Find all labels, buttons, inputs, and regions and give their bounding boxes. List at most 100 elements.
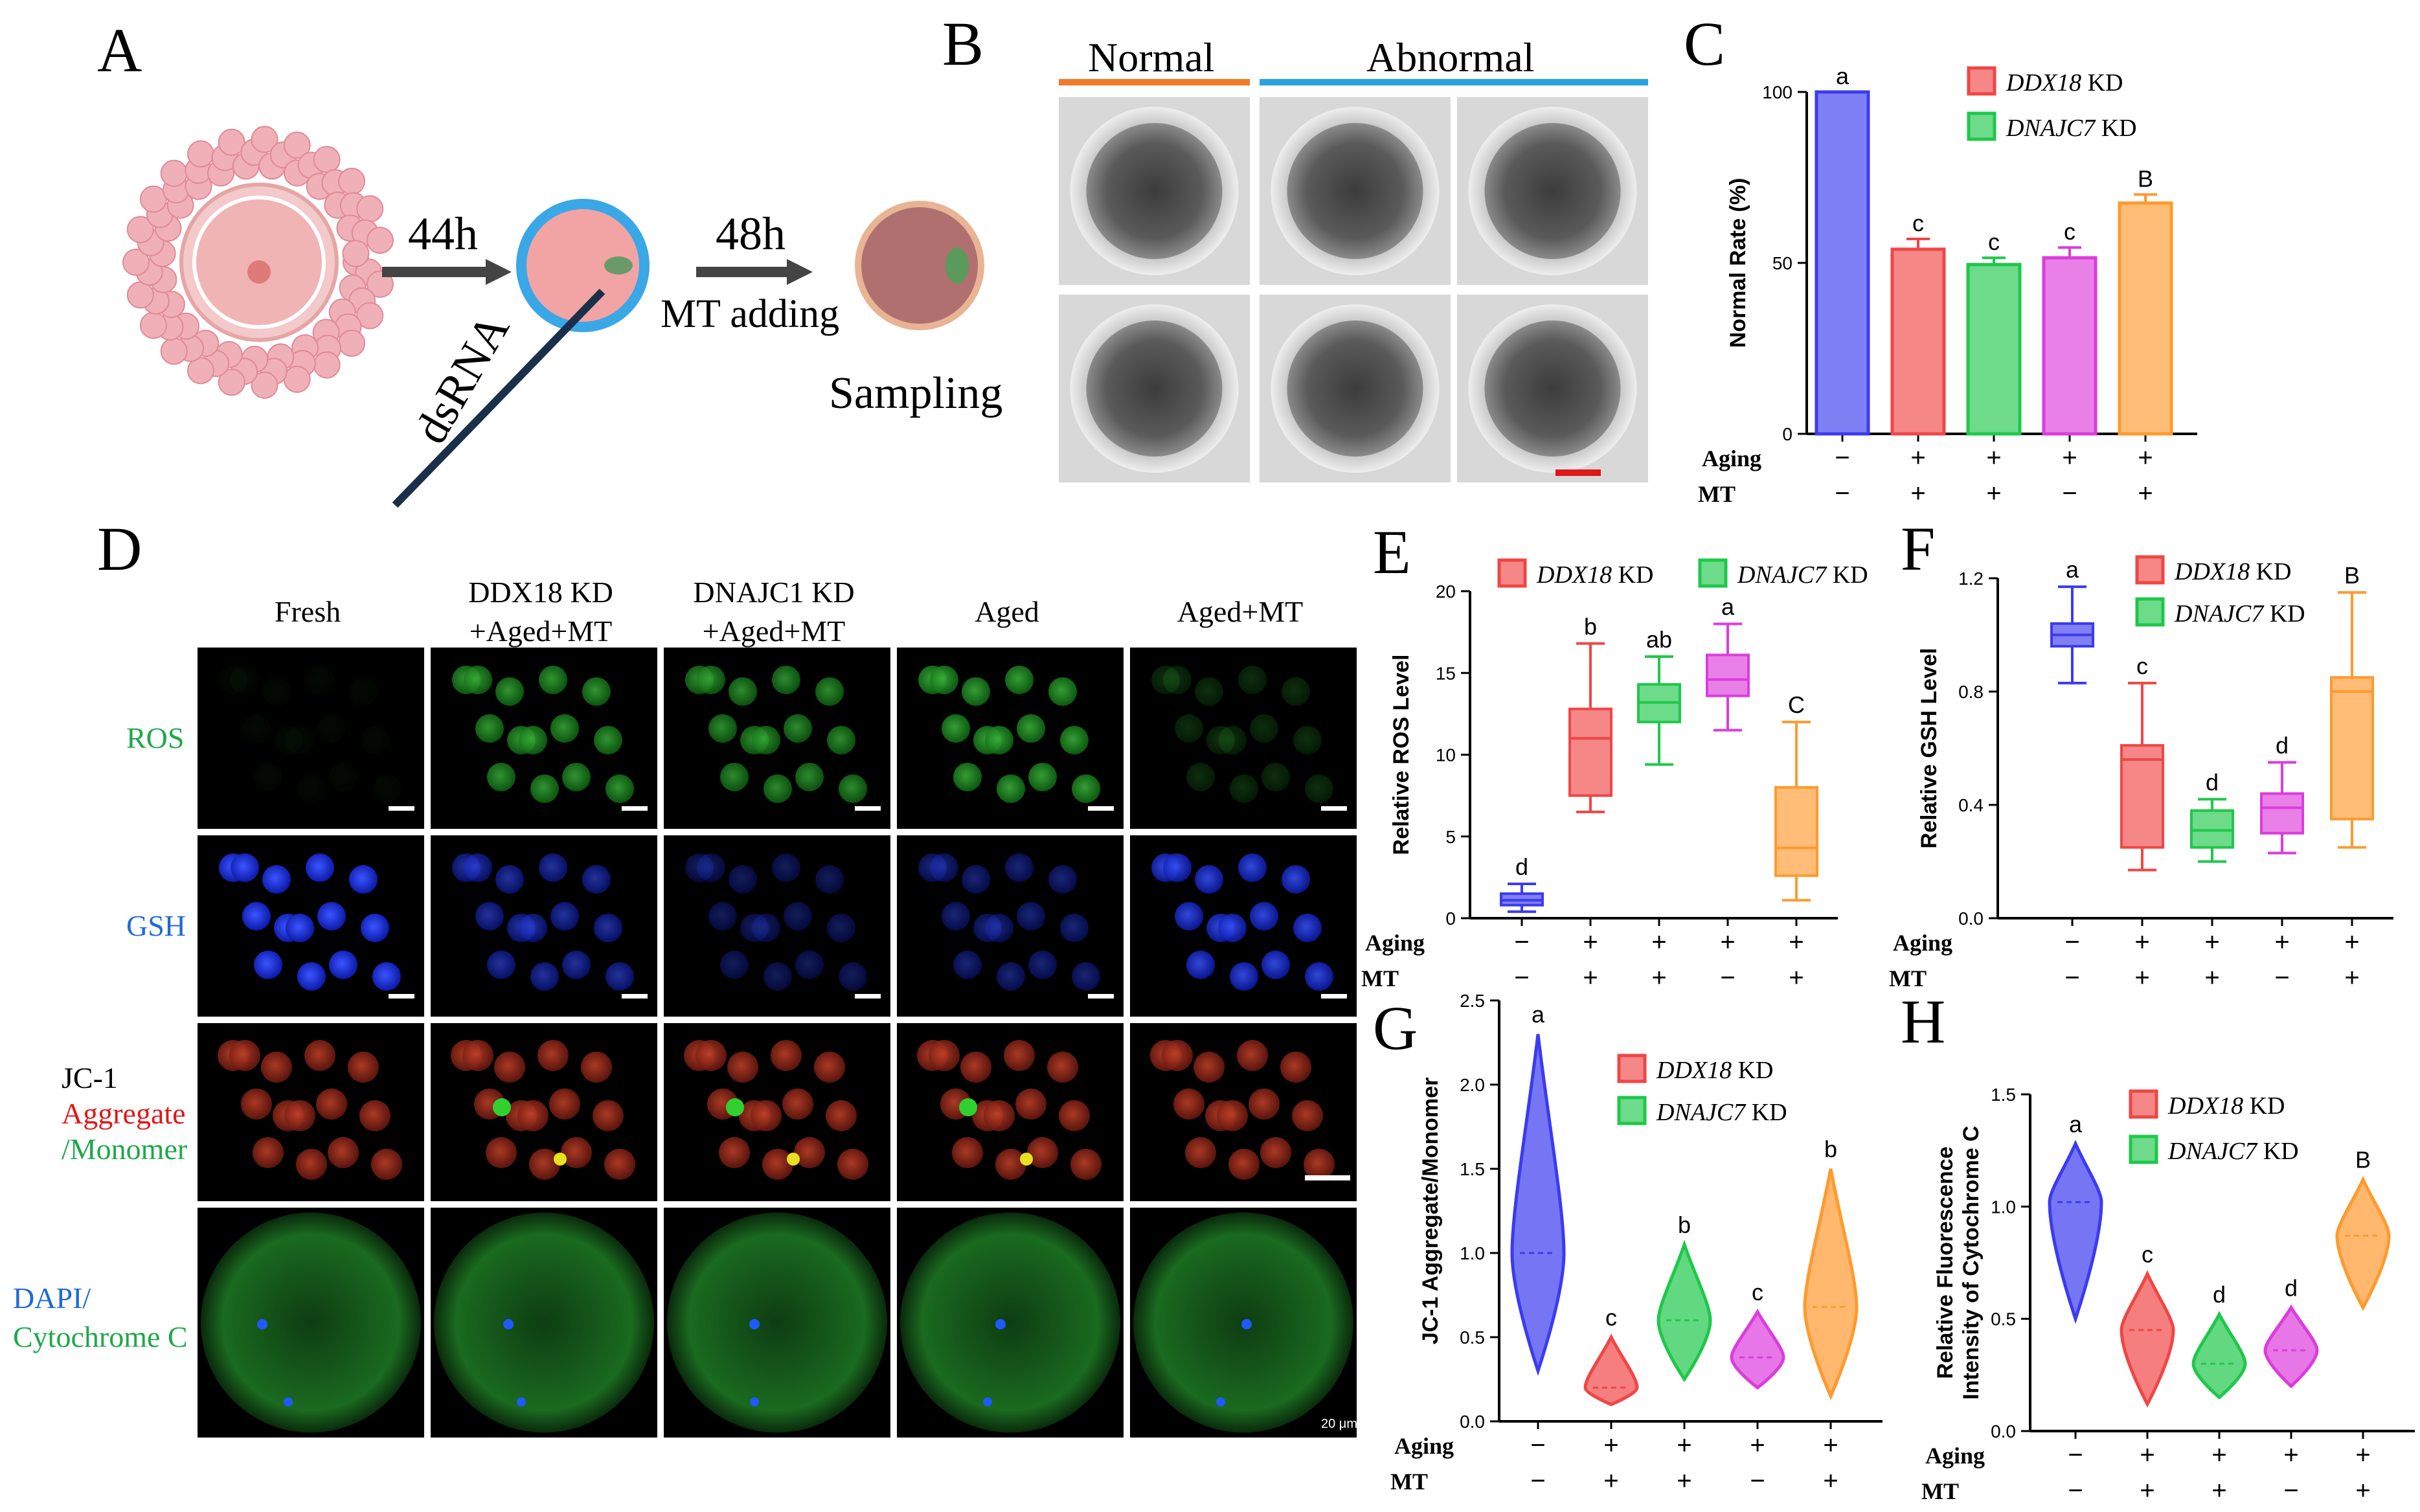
oocyte-dot	[1017, 714, 1045, 743]
oocyte-dot	[537, 1040, 569, 1071]
oocyte-dot	[1260, 1137, 1291, 1168]
aging-sign: +	[2138, 444, 2153, 472]
oocyte-dot	[772, 666, 800, 694]
oocyte-dot	[582, 865, 611, 894]
cumulus-cell	[187, 357, 214, 385]
mt-row-label: MT	[1889, 965, 1927, 991]
mt-sign: +	[1823, 1467, 1838, 1495]
column-header-sub: +Aged+MT	[703, 615, 846, 648]
cumulus-cell	[366, 227, 394, 254]
panel-label-d: D	[97, 514, 142, 583]
scale-bar	[1321, 994, 1347, 999]
oocyte-dot	[827, 726, 855, 754]
scale-label: 20 μm	[1321, 1417, 1357, 1431]
mt-sign: −	[1720, 964, 1735, 992]
violin	[1803, 1168, 1859, 1401]
oocyte-dot	[1027, 1137, 1058, 1168]
monomer-dot	[959, 1098, 977, 1116]
cumulus-cell	[218, 128, 245, 156]
tick-label: 0.0	[1991, 1421, 2016, 1441]
scale-bar	[622, 994, 648, 999]
oocyte-dot	[1162, 1040, 1193, 1071]
oocyte-dot	[930, 853, 958, 882]
oocyte-dot	[475, 902, 504, 931]
oocyte-dot	[317, 714, 346, 743]
oocyte-cytochrome	[667, 1212, 887, 1433]
oocyte-dot	[794, 1137, 825, 1168]
oocyte-dot	[605, 962, 634, 991]
oocyte-dot	[1228, 1149, 1260, 1180]
mt-sign: −	[2068, 1476, 2083, 1505]
aging-sign: +	[1823, 1431, 1838, 1460]
oocyte-dot	[549, 1089, 580, 1120]
oocyte-dot	[782, 1089, 813, 1120]
monomer-dot	[787, 1153, 800, 1166]
bar	[2118, 201, 2173, 436]
oocyte-dot	[372, 962, 401, 991]
column-header: DNAJC1 KD	[693, 576, 854, 609]
aging-sign: −	[1835, 444, 1849, 472]
significance-label: c	[2064, 218, 2075, 245]
significance-label: b	[1584, 613, 1597, 640]
cumulus-cell	[283, 131, 311, 159]
oocyte-dot	[253, 1137, 284, 1168]
oocyte-dot	[1293, 726, 1322, 754]
oocyte-dot	[1175, 902, 1203, 931]
tick-label: 1.0	[1460, 1243, 1485, 1263]
mt-sign: +	[2344, 964, 2359, 992]
aging-sign: +	[1720, 928, 1735, 956]
oocyte-dot	[517, 1100, 548, 1131]
violin	[1510, 1033, 1566, 1376]
violin	[2048, 1140, 2103, 1324]
mt-sign: +	[1603, 1467, 1618, 1495]
tick-label: 0.4	[1958, 795, 1984, 815]
oocyte-dot	[1250, 714, 1278, 743]
oocyte-dot	[1163, 666, 1192, 694]
mt-row-label: MT	[1361, 965, 1399, 991]
oocyte-dot	[495, 677, 524, 706]
monomer-dot	[1020, 1153, 1033, 1166]
tick-label: 1.0	[1991, 1197, 2016, 1217]
oocyte-dot	[837, 1149, 868, 1180]
mt-sign: +	[2204, 964, 2219, 992]
y-axis-label: Relative GSH Level	[1917, 648, 1941, 849]
oocyte-dot	[328, 1137, 359, 1168]
oocyte-dot	[241, 1089, 272, 1120]
significance-label: c	[1988, 229, 2000, 255]
tick-label: 50	[1772, 253, 1792, 273]
bar	[2042, 256, 2098, 436]
oocyte-dot	[582, 677, 611, 706]
oocyte-dot	[605, 774, 634, 803]
oocyte-dot	[329, 951, 357, 979]
legend-swatch	[1617, 1054, 1647, 1083]
oocyte-dot	[953, 763, 982, 791]
mt-sign: +	[1583, 964, 1598, 992]
tick-label: 0	[1445, 908, 1456, 929]
panel-b-micrographs: Normal Abnormal	[1059, 34, 1648, 482]
violin	[2120, 1270, 2175, 1408]
oocyte-dot	[1015, 1089, 1046, 1120]
bar	[1966, 263, 2022, 436]
significance-label: d	[2206, 769, 2219, 795]
oocyte-dot	[539, 853, 567, 882]
oocyte-dot	[349, 677, 378, 706]
oocyte-dot	[942, 902, 970, 931]
aging-row-label: Aging	[1365, 930, 1425, 956]
violin	[2263, 1304, 2319, 1389]
y-axis-label: Relative Fluorescence	[1933, 1146, 1958, 1379]
oocyte-dot	[1218, 914, 1247, 942]
oocyte-dot	[1282, 865, 1310, 894]
oocyte-dot	[752, 914, 780, 942]
significance-label: c	[1605, 1304, 1617, 1331]
scale-bar	[1305, 1175, 1350, 1180]
significance-label: B	[2138, 165, 2153, 192]
legend-entry: DNAJC7 KD	[2167, 1138, 2299, 1165]
oocyte-dot	[814, 1052, 845, 1083]
oocyte-dot	[1261, 951, 1290, 979]
row-label-gsh: GSH	[126, 909, 186, 942]
oocyte-dot	[1060, 726, 1089, 754]
legend-swatch	[2129, 1089, 2158, 1119]
mt-sign: +	[1651, 964, 1666, 992]
